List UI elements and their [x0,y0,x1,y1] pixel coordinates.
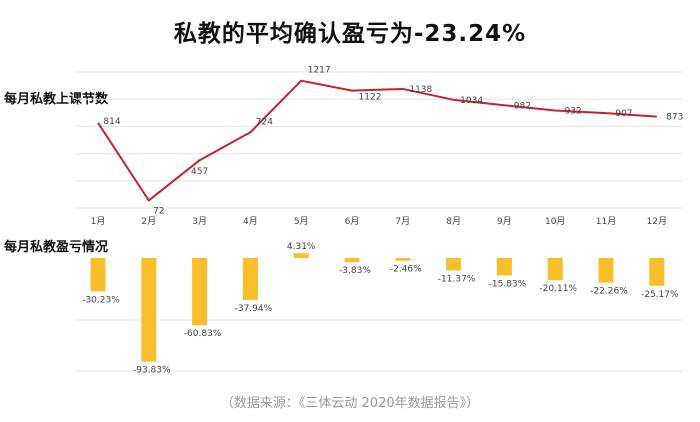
profit-loss-bar [242,258,258,300]
bar-data-label: -60.83% [184,329,222,339]
bar-data-label: -25.17% [641,290,679,300]
line-data-label: 1138 [409,85,432,95]
bar-data-label: -30.23% [82,295,120,305]
profit-loss-bar [496,258,512,276]
line-data-label: 1217 [308,66,331,76]
bar-data-label: -93.83% [133,366,171,376]
x-tick-label: 2月 [141,216,156,227]
x-tick-label: 7月 [395,216,410,227]
data-source-note: （数据来源：《三体云动 2020年数据报告》） [220,396,480,411]
sessions-line [97,79,657,202]
line-data-label: 982 [514,101,531,111]
line-data-label: 724 [256,117,273,127]
x-tick-label: 1月 [91,216,106,227]
profit-loss-bar [649,258,665,286]
line-chart-label: 每月私教上课节数 [4,92,109,107]
bar-chart-label: 每月私教盈亏情况 [4,240,109,255]
bar-data-label: -11.37% [438,275,476,285]
x-tick-label: 3月 [192,216,207,227]
profit-loss-bar [141,258,157,362]
x-tick-label: 11月 [596,216,616,227]
line-data-label: 907 [615,109,632,119]
profit-loss-bar [293,253,309,258]
line-data-label: 814 [103,117,120,127]
x-tick-label: 4月 [243,216,258,227]
line-data-label: 72 [153,206,164,216]
bar-data-label: -15.83% [489,279,527,289]
chart-title: 私教的平均确认盈亏为-23.24% [173,21,527,47]
line-data-label: 873 [666,113,683,123]
line-data-label: 457 [191,167,208,177]
x-tick-label: 6月 [345,216,360,227]
bar-data-label: -2.46% [390,265,422,275]
profit-loss-bar [446,258,462,271]
line-data-label: 1122 [359,93,382,103]
profit-loss-bar [192,258,208,326]
bar-data-label: -20.11% [539,284,577,294]
bar-data-label: -22.26% [590,287,628,297]
x-tick-label: 8月 [446,216,461,227]
profit-loss-bar [547,258,563,281]
profit-loss-bar [90,258,106,292]
x-tick-label: 9月 [497,216,512,227]
profit-loss-bar [395,258,411,261]
bar-data-label: -37.94% [235,304,273,314]
x-tick-label: 5月 [294,216,309,227]
line-data-label: 932 [565,106,582,116]
bar-data-label: -3.83% [339,266,371,276]
x-tick-label: 12月 [647,216,667,227]
line-data-label: 1034 [460,96,483,106]
profit-loss-bar [344,258,360,263]
x-tick-label: 10月 [545,216,565,227]
profit-loss-bar [598,258,614,283]
bar-data-label: 4.31% [287,242,316,252]
